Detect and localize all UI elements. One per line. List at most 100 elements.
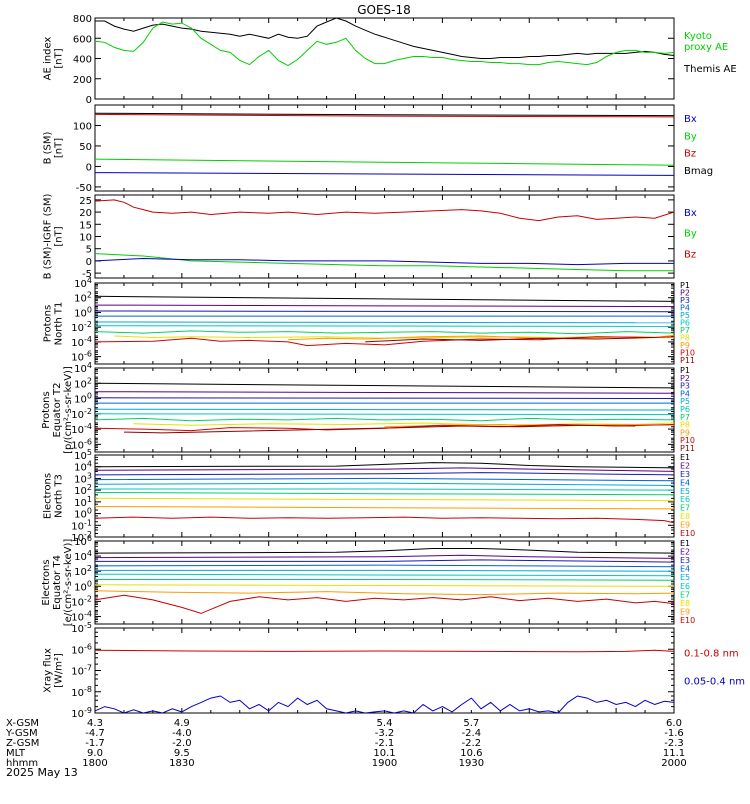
- x-row-value: -4.7: [85, 728, 105, 739]
- legend-item: E10: [680, 616, 695, 625]
- y-tick-label: 0: [86, 95, 92, 106]
- legend-item: proxy AE: [684, 42, 728, 53]
- y-tick-label: 0: [86, 162, 92, 173]
- y-tick-label: 10-4: [71, 422, 92, 436]
- y-tick-label: 104: [74, 549, 92, 563]
- x-row-value: 9.5: [174, 748, 190, 759]
- series-Themis AE: [95, 18, 674, 59]
- x-row-value: 10.1: [373, 748, 395, 759]
- legend-item: P1: [680, 366, 690, 375]
- legend-item: P10: [680, 349, 695, 358]
- x-row-label: MLT: [6, 748, 26, 759]
- series-E7: [95, 579, 674, 581]
- x-row-value: -1.6: [664, 728, 684, 739]
- y-axis-label: North T3: [54, 474, 65, 518]
- x-row-value: 1800: [82, 758, 107, 769]
- y-tick-label: 10-6: [71, 642, 92, 656]
- y-tick-label: 400: [73, 55, 92, 66]
- panel-frame: [94, 540, 675, 625]
- series-Bx: [95, 172, 674, 176]
- series-E10: [95, 594, 674, 614]
- x-row-value: 5.7: [463, 718, 479, 729]
- legend-item: Bx: [684, 208, 697, 219]
- legend-item: P9: [680, 428, 690, 437]
- legend-item: P2: [680, 289, 690, 298]
- legend-item: 0.05-0.4 nm: [684, 677, 745, 688]
- y-tick-label: 10-2: [71, 594, 92, 608]
- legend-item: P1: [680, 281, 690, 290]
- legend-item: P2: [680, 374, 690, 383]
- y-tick-label: 10-2: [71, 407, 92, 421]
- y-tick-label: 800: [73, 14, 92, 25]
- y-tick-label: 25: [79, 196, 92, 207]
- panel-xray: 10-9 10-8 10-7 10-6 10-5 Xray flux [W/m²] 0.1-0…: [43, 621, 746, 720]
- series-P1: [95, 295, 674, 302]
- series-E6: [95, 488, 674, 491]
- y-axis-label: Electrons: [43, 473, 54, 519]
- y-tick-label: 10-6: [71, 350, 92, 364]
- series-E2: [95, 467, 674, 472]
- y-tick-label: 10-1: [71, 518, 92, 532]
- panel-frame: [94, 17, 675, 100]
- series-P10: [95, 336, 674, 347]
- legend-item: P10: [680, 436, 695, 445]
- y-tick-label: 600: [73, 34, 92, 45]
- x-row-value: -2.3: [664, 738, 684, 749]
- series-E5: [95, 569, 674, 572]
- x-row-value: -2.1: [375, 738, 395, 749]
- x-row-value: 9.0: [87, 748, 103, 759]
- y-tick-label: -50: [76, 183, 92, 194]
- y-axis-label: [nT]: [54, 138, 65, 158]
- legend-item: E7: [680, 504, 690, 513]
- series-P1: [95, 382, 674, 389]
- y-tick-label: 106: [74, 534, 92, 548]
- y-tick-label: 104: [74, 460, 92, 474]
- y-axis-label: Equator T2: [52, 383, 63, 438]
- series-P3: [95, 310, 674, 313]
- x-row-value: 10.6: [460, 748, 482, 759]
- series-E8: [95, 584, 674, 587]
- y-axis-label: [nT]: [54, 48, 65, 68]
- y-tick-label: 101: [74, 495, 92, 509]
- x-row-value: -1.7: [85, 738, 105, 749]
- panel-frame: [94, 627, 675, 714]
- series-E6: [95, 573, 674, 577]
- legend-item: Bmag: [684, 166, 713, 177]
- x-row-value: -2.2: [462, 738, 482, 749]
- y-axis-label: Equator T4: [52, 555, 63, 610]
- legend-item: P11: [680, 444, 695, 453]
- legend-item: E6: [680, 582, 690, 591]
- x-row-value: -2.4: [462, 728, 482, 739]
- series-0.1-0.8 nm: [95, 649, 674, 653]
- y-tick-label: 10-9: [71, 706, 92, 720]
- plot-title: GOES-18: [357, 3, 411, 17]
- legend-item: P6: [680, 405, 690, 414]
- x-row-label: hhmm: [6, 758, 38, 769]
- legend-item: P3: [680, 382, 690, 391]
- y-tick-label: 102: [74, 564, 92, 578]
- legend-item: P9: [680, 341, 690, 350]
- series-By: [95, 158, 674, 166]
- panel-frame: [94, 104, 675, 192]
- series-By: [95, 253, 674, 272]
- legend-item: 0.1-0.8 nm: [684, 648, 739, 659]
- legend-item: P8: [680, 421, 690, 430]
- legend-item: By: [684, 229, 697, 240]
- y-tick-label: 10-4: [71, 335, 92, 349]
- y-tick-label: 104: [74, 276, 92, 290]
- series-Kyoto proxy AE: [95, 21, 674, 67]
- panel-bsm: -50 0 50 100 B (SM) [nT] Bx By Bz Bmag: [43, 104, 713, 194]
- x-row-value: -4.0: [172, 728, 192, 739]
- series-P11: [123, 424, 636, 434]
- y-axis-label: B (SM): [43, 131, 54, 164]
- legend-item: E6: [680, 495, 690, 504]
- legend-item: E1: [680, 453, 690, 462]
- y-tick-label: 10-7: [71, 664, 92, 678]
- legend-item: E2: [680, 461, 690, 470]
- x-row-value: 4.9: [174, 718, 190, 729]
